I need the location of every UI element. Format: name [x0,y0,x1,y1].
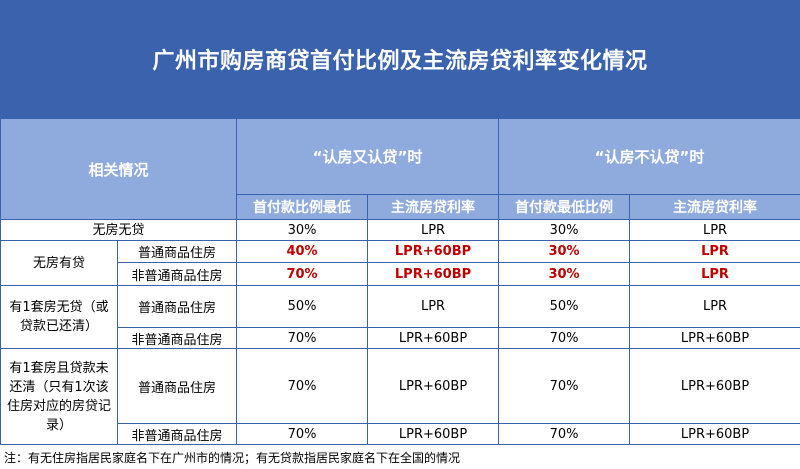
cell-rate-b: LPR [629,262,800,286]
cell-down-payment-a: 70% [236,348,369,424]
cell-rate-a: LPR+60BP [367,327,500,349]
header-rate-a: 主流房贷利率 [367,194,500,220]
header-rate-b: 主流房贷利率 [629,194,800,220]
cell-down-payment-b: 70% [498,327,631,349]
cell-rate-b: LPR+60BP [629,327,800,349]
table-row: 非普通商品住房 70% LPR+60BP 70% LPR+60BP [1,423,800,445]
table-row: 非普通商品住房 70% LPR+60BP 70% LPR+60BP [1,327,800,349]
rate-table: 相关情况 “认房又认贷”时 “认房不认贷”时 首付款比例最低 主流房贷利率 首付… [0,118,800,445]
row-subcategory: 普通商品住房 [116,348,238,424]
cell-rate-b: LPR+60BP [629,423,800,445]
cell-rate-a: LPR+60BP [367,423,500,445]
table-row: 无房有贷 普通商品住房 40% LPR+60BP 30% LPR [0,240,800,286]
row-category: 有1套房且贷款未还清（只有1次该住房对应的房贷记录） [0,348,118,445]
header-related: 相关情况 [0,118,238,220]
header-down-payment-a: 首付款比例最低 [236,194,369,220]
header-group-b: “认房不认贷”时 [498,118,800,195]
table-row: 有1套房无贷（或贷款已还清） 普通商品住房 50% LPR 50% LPR [0,285,800,349]
cell-rate-b: LPR [629,285,800,328]
cell-down-payment-b: 30% [498,240,631,263]
header-row-columns: 首付款比例最低 主流房贷利率 首付款最低比例 主流房贷利率 [1,194,800,220]
cell-down-payment-b: 30% [498,262,631,286]
cell-down-payment-a: 70% [236,423,369,445]
page-title: 广州市购房商贷首付比例及主流房贷利率变化情况 [0,0,800,118]
cell-rate-a: LPR [367,219,500,241]
header-row-groups: 相关情况 “认房又认贷”时 “认房不认贷”时 [0,118,800,220]
cell-rate-a: LPR+60BP [367,262,500,286]
row-subcategory: 非普通商品住房 [116,423,238,445]
cell-down-payment-b: 30% [498,219,631,241]
cell-down-payment-a: 40% [236,240,369,263]
cell-down-payment-b: 70% [498,348,631,424]
table-row: 有1套房且贷款未还清（只有1次该住房对应的房贷记录） 普通商品住房 70% LP… [0,348,800,445]
cell-rate-b: LPR+60BP [629,348,800,424]
table-row: 非普通商品住房 70% LPR+60BP 30% LPR [1,262,800,286]
footnote: 注：有无住房指居民家庭名下在广州市的情况；有无贷款指居民家庭名下在全国的情况 [4,451,461,465]
table-row: 无房无贷 30% LPR 30% LPR [0,219,800,241]
row-category: 无房无贷 [0,219,238,241]
row-subcategory: 非普通商品住房 [116,327,238,349]
header-group-a: “认房又认贷”时 [236,118,500,195]
row-subcategory: 普通商品住房 [116,240,238,263]
cell-rate-a: LPR [367,285,500,328]
row-subcategory: 普通商品住房 [116,285,238,328]
cell-down-payment-a: 70% [236,327,369,349]
row-subcategory: 非普通商品住房 [116,262,238,286]
cell-down-payment-b: 70% [498,423,631,445]
cell-rate-b: LPR [629,219,800,241]
cell-rate-b: LPR [629,240,800,263]
cell-down-payment-a: 70% [236,262,369,286]
cell-down-payment-b: 50% [498,285,631,328]
header-down-payment-b: 首付款最低比例 [498,194,631,220]
cell-down-payment-a: 30% [236,219,369,241]
cell-down-payment-a: 50% [236,285,369,328]
cell-rate-a: LPR+60BP [367,240,500,263]
row-category: 无房有贷 [0,240,118,286]
row-category: 有1套房无贷（或贷款已还清） [0,285,118,349]
cell-rate-a: LPR+60BP [367,348,500,424]
